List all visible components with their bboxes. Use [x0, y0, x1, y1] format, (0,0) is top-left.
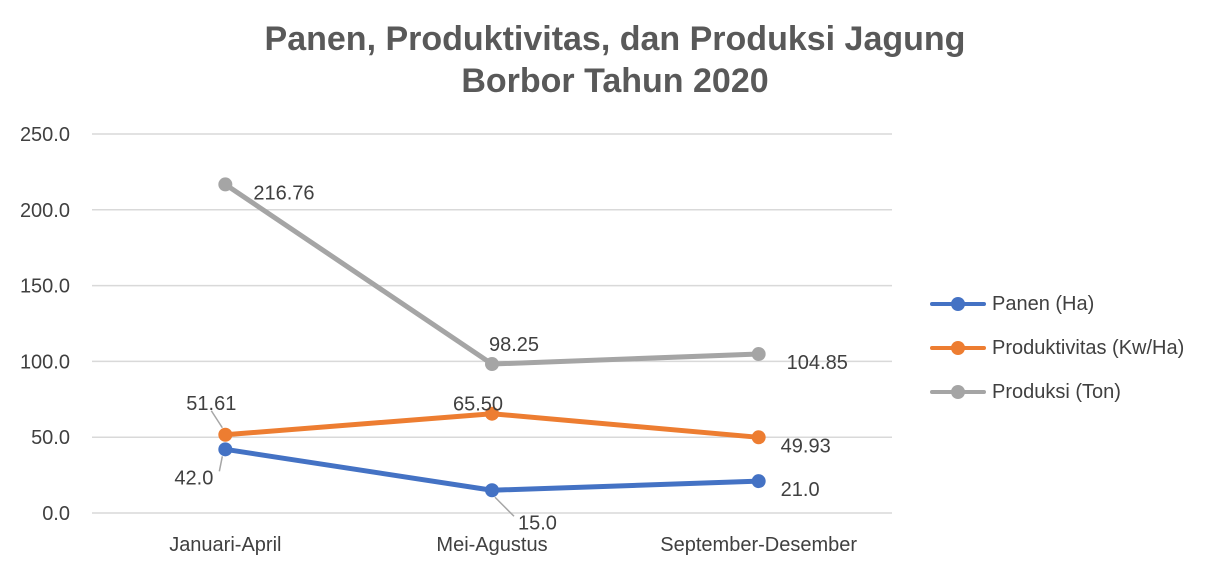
legend-label-produksi: Produksi (Ton)	[992, 380, 1121, 403]
x-tick-label: Mei-Agustus	[436, 534, 547, 556]
data-label-panen: 42.0	[174, 467, 213, 489]
data-label-leader	[210, 410, 223, 429]
legend-label-produktivitas: Produktivitas (Kw/Ha)	[992, 336, 1185, 359]
y-tick-label: 150.0	[20, 276, 70, 298]
chart-title: Panen, Produktivitas, dan Produksi Jagun…	[130, 18, 1100, 102]
data-label-produksi: 104.85	[787, 352, 848, 374]
x-tick-label: September-Desember	[660, 534, 857, 556]
data-point-produktivitas	[751, 430, 766, 445]
y-tick-label: 100.0	[20, 351, 70, 373]
legend-item-panen: Panen (Ha)	[928, 282, 1184, 326]
legend: Panen (Ha) Produktivitas (Kw/Ha) Produks…	[928, 282, 1184, 414]
data-label-produktivitas: 49.93	[781, 435, 831, 457]
data-label-produksi: 98.25	[489, 334, 539, 356]
y-tick-label: 0.0	[42, 503, 70, 525]
data-label-leader	[494, 496, 515, 517]
data-point-panen	[751, 474, 766, 489]
data-label-panen: 21.0	[781, 479, 820, 501]
chart-title-line-2: Borbor Tahun 2020	[461, 62, 769, 100]
y-tick-label: 200.0	[20, 200, 70, 222]
data-label-leader	[218, 456, 224, 472]
data-point-panen	[485, 483, 499, 498]
data-point-produktivitas	[485, 406, 499, 421]
legend-swatch-produksi	[928, 382, 988, 402]
data-point-panen	[218, 442, 233, 457]
data-label-produksi: 216.76	[253, 182, 314, 204]
legend-item-produktivitas: Produktivitas (Kw/Ha)	[928, 326, 1184, 370]
data-label-produktivitas: 65.50	[453, 394, 503, 416]
data-point-produksi	[218, 177, 233, 192]
data-label-produktivitas: 51.61	[186, 393, 236, 415]
y-tick-label: 50.0	[31, 427, 70, 449]
data-point-produksi	[751, 347, 766, 362]
legend-swatch-produktivitas	[928, 338, 988, 358]
data-point-produktivitas	[218, 427, 233, 442]
legend-label-panen: Panen (Ha)	[992, 292, 1095, 315]
chart-title-line-1: Panen, Produktivitas, dan Produksi Jagun…	[264, 20, 966, 58]
legend-item-produksi: Produksi (Ton)	[928, 370, 1184, 414]
data-point-produksi	[485, 357, 499, 372]
y-tick-label: 250.0	[20, 124, 70, 146]
data-label-panen: 15.0	[518, 512, 557, 534]
legend-swatch-panen	[928, 294, 988, 314]
x-tick-label: Januari-April	[169, 534, 281, 556]
